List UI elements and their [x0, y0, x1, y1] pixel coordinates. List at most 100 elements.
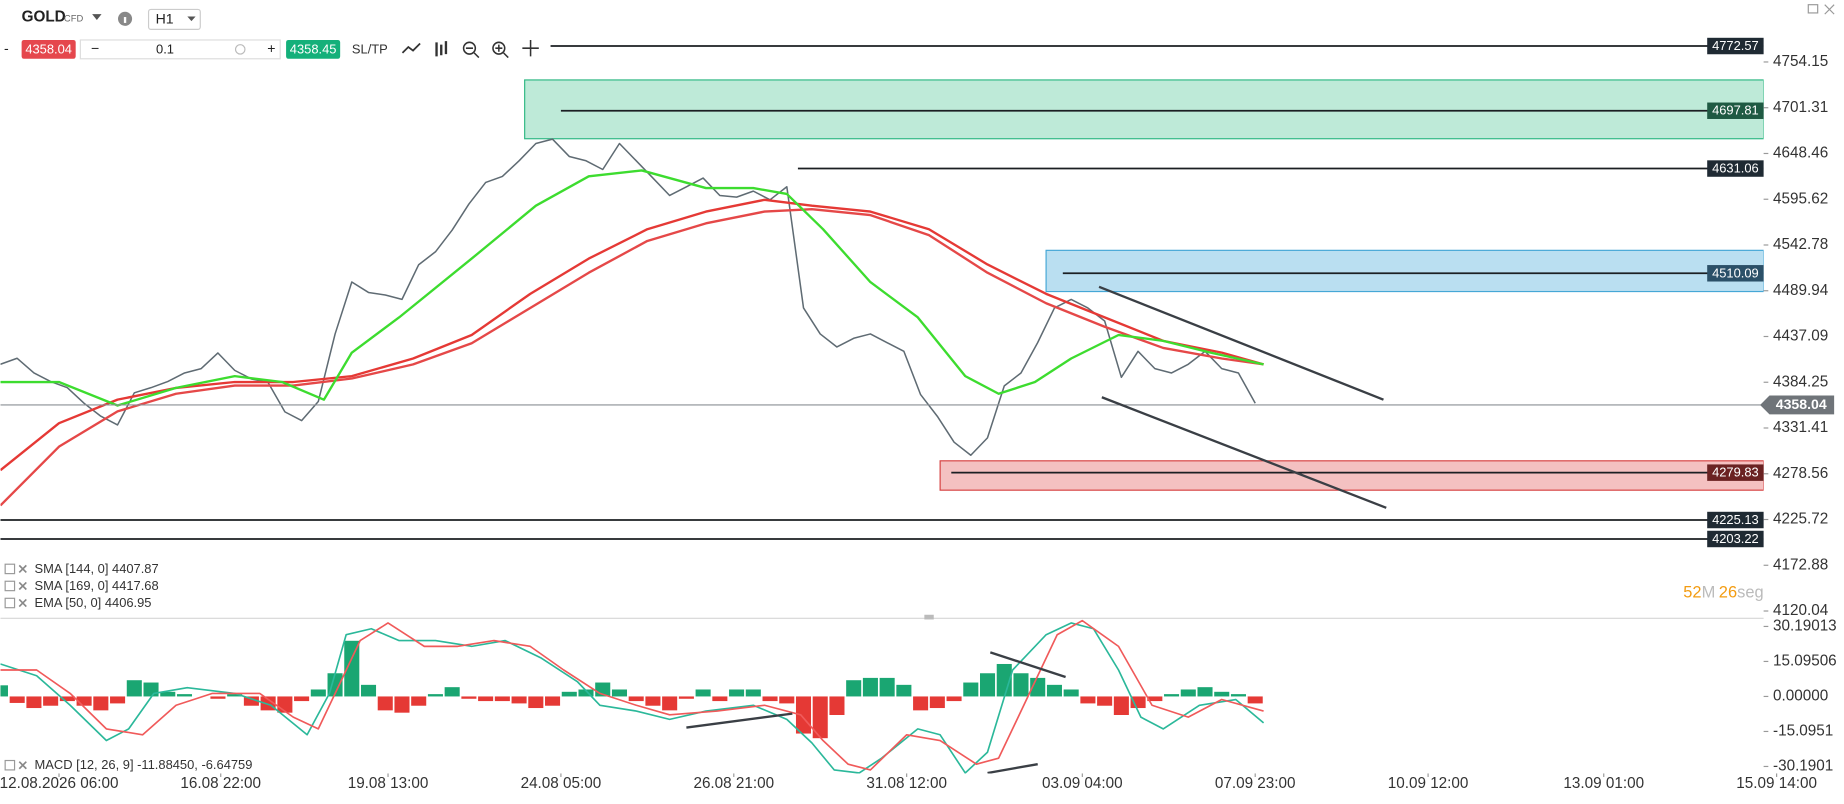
- macd-histogram-bar: [93, 696, 109, 711]
- line-tool-icon[interactable]: [401, 42, 421, 54]
- macd-histogram-bar: [294, 696, 310, 702]
- macd-histogram-bar: [879, 677, 895, 697]
- macd-histogram-bar: [913, 696, 929, 711]
- legend-remove-icon: [18, 598, 27, 608]
- y-tick-label: 4754.15: [1773, 53, 1828, 70]
- zoom-out-icon[interactable]: [462, 41, 477, 55]
- current-price-tag: [1760, 395, 1835, 415]
- timeframe-select[interactable]: [147, 8, 201, 30]
- x-tick-label: 16.08 22:00: [180, 775, 261, 792]
- legend-settings-icon: [4, 580, 16, 592]
- macd-histogram-bar: [26, 696, 42, 709]
- legend-entry[interactable]: EMA [50, 0] 4406.95: [35, 595, 152, 610]
- y-tick-label: 4172.88: [1773, 556, 1828, 573]
- price-level-label: 4203.22: [1712, 531, 1759, 546]
- macd-histogram-bar: [678, 696, 694, 699]
- price-level-label: 4697.81: [1712, 103, 1759, 118]
- candle-type-icon[interactable]: [435, 41, 448, 57]
- sl-tp-button[interactable]: SL/TP: [352, 41, 388, 56]
- legend-entry[interactable]: SMA [144, 0] 4407.87: [35, 561, 159, 576]
- sell-price: 4358.04: [25, 41, 72, 56]
- symbol-dropdown[interactable]: [92, 14, 102, 20]
- price-level-label: 4772.57: [1712, 38, 1759, 53]
- trendline: [987, 763, 1038, 774]
- sell-button[interactable]: [21, 39, 76, 59]
- window-close[interactable]: [1824, 4, 1835, 15]
- x-tick-label: 15.09 14:00: [1736, 775, 1817, 792]
- trendline: [686, 712, 793, 729]
- macd-histogram-bar: [1180, 689, 1196, 697]
- macd-histogram-bar: [394, 696, 410, 713]
- macd-histogram-bar: [812, 696, 828, 739]
- increase-quantity[interactable]: +: [267, 40, 275, 56]
- zoom-in-icon[interactable]: [492, 41, 506, 55]
- bar-countdown: 52M 26seg: [1683, 584, 1763, 602]
- macd-histogram-bar: [360, 684, 377, 697]
- x-tick-label: 24.08 05:00: [521, 775, 602, 792]
- macd-histogram-bar: [1130, 696, 1146, 709]
- y-tick-label: 15.09506: [1773, 652, 1837, 669]
- y-tick-label: 4331.41: [1773, 419, 1828, 436]
- macd-histogram-bar: [795, 696, 812, 734]
- decrease-quantity[interactable]: −: [91, 40, 99, 56]
- x-tick-label: 10.09 12:00: [1388, 775, 1469, 792]
- indicator-line: [0, 169, 1264, 407]
- legend-settings-icon: [4, 597, 16, 609]
- supply-demand-zone: [1045, 249, 1764, 293]
- macd-histogram-bar: [444, 687, 460, 697]
- legend-entry[interactable]: MACD [12, 26, 9] -11.88450, -6.64759: [35, 757, 253, 772]
- panel-resize-handle[interactable]: [924, 614, 934, 620]
- price-level-label: 4631.06: [1712, 161, 1759, 176]
- y-tick-label: 30.19013: [1773, 617, 1837, 634]
- indicator-line: [0, 208, 1264, 507]
- buy-price: 4358.45: [290, 41, 337, 56]
- legend-settings-icon: [4, 759, 16, 771]
- macd-histogram-bar: [210, 696, 226, 699]
- price-level-label: 4279.83: [1712, 465, 1759, 480]
- y-tick-label: 4648.46: [1773, 145, 1828, 162]
- current-price-label: 4358.04: [1776, 396, 1827, 412]
- macd-histogram-bar: [143, 682, 159, 697]
- macd-histogram-bar: [1063, 689, 1079, 697]
- zoom-out-glyph: [465, 47, 480, 59]
- countdown-minutes-unit: M: [1702, 584, 1716, 602]
- reset-icon[interactable]: [234, 44, 246, 55]
- macd-histogram-bar: [862, 677, 878, 697]
- macd-histogram-bar: [561, 691, 577, 697]
- macd-histogram-bar: [0, 685, 8, 697]
- macd-histogram-bar: [528, 696, 544, 709]
- crosshair-icon[interactable]: [522, 39, 539, 57]
- legend-remove-icon: [18, 581, 27, 591]
- window-restore[interactable]: [1807, 4, 1819, 14]
- price-level-tag: [1707, 102, 1764, 119]
- symbol[interactable]: GOLD: [22, 9, 66, 26]
- macd-histogram-bar: [1013, 673, 1029, 697]
- macd-histogram-bar: [946, 696, 962, 702]
- legend-entry[interactable]: SMA [169, 0] 4417.68: [35, 578, 159, 593]
- plot-area: [0, 45, 1764, 540]
- legend-settings-icon: [4, 563, 16, 575]
- macd-histogram-bar: [745, 689, 761, 697]
- price-level-tag: [1707, 37, 1764, 55]
- quantity-input[interactable]: [79, 39, 281, 60]
- macd-histogram-bar: [310, 689, 326, 697]
- trendline: [1098, 285, 1384, 401]
- y-tick-label: -30.1901: [1773, 757, 1833, 774]
- price-level-tag: [1707, 511, 1764, 529]
- y-tick-label: -15.0951: [1773, 722, 1833, 739]
- macd-histogram-bar: [1046, 684, 1062, 697]
- macd-histogram-bar: [76, 696, 92, 706]
- info-icon-glyph: [123, 17, 127, 23]
- countdown-minutes: 52: [1683, 584, 1701, 602]
- macd-histogram-bar: [160, 691, 176, 697]
- macd-histogram-bar: [1080, 696, 1096, 704]
- macd-histogram-bar: [779, 696, 795, 704]
- macd-histogram-bar: [176, 694, 193, 697]
- price-level-tag: [1707, 160, 1764, 177]
- macd-histogram-bar: [1097, 696, 1113, 706]
- symbol-type: CFD: [64, 12, 84, 23]
- buy-button[interactable]: [286, 39, 341, 59]
- macd-histogram-bar: [1164, 694, 1180, 697]
- supply-demand-zone: [939, 460, 1764, 491]
